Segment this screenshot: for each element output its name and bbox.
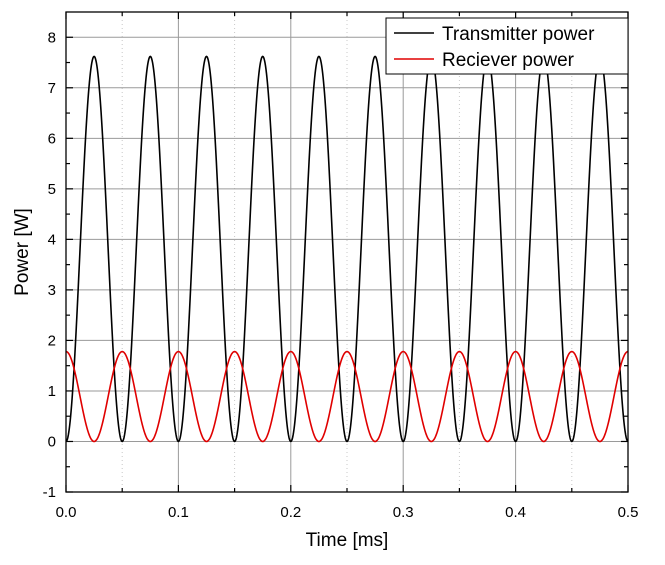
x-tick-label: 0.5 xyxy=(618,504,639,521)
legend-label-reciever: Reciever power xyxy=(442,50,575,71)
y-tick-label: 3 xyxy=(48,282,56,299)
y-tick-label: 6 xyxy=(48,130,56,147)
series-layer xyxy=(65,55,629,443)
x-tick-label: 0.3 xyxy=(393,504,414,521)
y-tick-label: 2 xyxy=(48,332,56,349)
y-tick-label: 7 xyxy=(48,80,56,97)
reciever-power-line xyxy=(65,350,629,443)
y-tick-label: 5 xyxy=(48,181,56,198)
y-tick-label: 1 xyxy=(48,383,56,400)
grid xyxy=(66,12,628,493)
legend-label-transmitter: Transmitter power xyxy=(442,24,595,45)
x-tick-label: 0.0 xyxy=(56,504,77,521)
x-tick-label: 0.2 xyxy=(280,504,301,521)
y-tick-label: 8 xyxy=(48,29,56,46)
legend: Transmitter power Reciever power xyxy=(385,17,629,75)
x-tick-label: 0.4 xyxy=(505,504,526,521)
transmitter-power-line xyxy=(65,55,629,443)
x-tick-label: 0.1 xyxy=(168,504,189,521)
y-tick-label: -1 xyxy=(43,484,56,501)
y-axis-title: Power [W] xyxy=(12,208,33,296)
tick-labels: 0.0 0.1 0.2 0.3 0.4 0.5 -1 0 1 2 3 4 5 6 7 8 xyxy=(43,29,639,521)
y-tick-label: 4 xyxy=(48,231,56,248)
legend-box xyxy=(385,17,629,75)
x-axis-title: Time [ms] xyxy=(306,530,389,551)
ticks xyxy=(65,12,629,493)
y-tick-label: 0 xyxy=(48,433,56,450)
